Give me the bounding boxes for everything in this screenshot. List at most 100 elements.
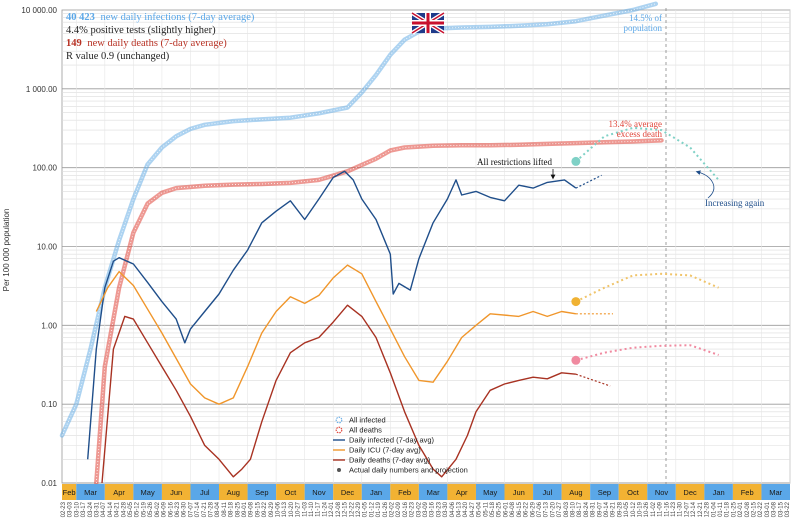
month-cell [732,484,762,500]
date-label: 03-17 [81,501,87,517]
month-cell [447,484,476,500]
month-cell [618,484,648,500]
y-tick-label: 100.00 [33,164,58,173]
date-label: 06-29 [530,501,536,517]
date-label: 04-28 [121,501,127,517]
date-label: 06-22 [524,501,530,517]
date-label: 08-31 [591,501,597,517]
anno-population-2: population [624,23,663,33]
date-label: 08-17 [577,501,583,517]
month-cell [104,484,134,500]
month-cell [133,484,162,500]
date-label: 10-26 [644,501,650,517]
month-bar: Feb Mar Apr May Jun Jul Aug Sep Oct Nov Dec Jan Feb M… [62,484,790,500]
date-label: 12-21 [698,501,704,517]
date-label: 11-30 [678,501,684,517]
month-cell [76,484,105,500]
date-label: 09-29 [269,501,275,517]
y-tick-label: 0.01 [41,479,57,488]
date-label: 03-24 [88,501,94,517]
series-all-infected-dots [61,3,656,436]
date-label: 07-13 [544,501,550,517]
projection-start-dot [571,355,581,365]
anno-increasing: Increasing again [705,198,765,208]
date-label: 10-12 [631,501,637,517]
date-label: 01-12 [369,501,375,517]
date-label: 09-15 [255,501,261,517]
anno-restrictions: All restrictions lifted [477,157,552,167]
date-label: 11-24 [322,501,328,517]
y-tick-label: 10.00 [37,243,58,252]
month-label: Feb [63,488,76,497]
date-label: 09-14 [604,501,610,517]
y-tick-label: 1 000.00 [26,85,58,94]
date-label: 03-15 [778,501,784,517]
date-label: 09-01 [242,501,248,517]
date-label: 04-20 [463,501,469,517]
series-all-deaths-dots [95,140,662,484]
month-cell [390,484,419,500]
date-label: 04-21 [115,501,121,517]
month-label: Apr [456,488,468,497]
date-label: 04-07 [101,501,107,517]
date-label: 02-08 [745,501,751,517]
month-cell [219,484,248,500]
date-label: 11-10 [309,501,315,517]
date-label: 02-09 [396,501,402,517]
month-label: May [141,488,155,497]
info-r-value: R value 0.9 (unchanged) [66,51,170,62]
series-lines [59,1,664,486]
date-label: 07-07 [188,501,194,517]
date-label: 05-25 [497,501,503,517]
month-label: Jan [370,488,382,497]
date-label: 10-05 [624,501,630,517]
projection-curves [571,126,720,365]
month-label: Jan [713,488,725,497]
date-label: 03-23 [436,501,442,517]
month-cell [247,484,277,500]
month-label: Nov [312,488,326,497]
date-label: 08-24 [584,501,590,517]
month-cell [647,484,676,500]
month-label: Apr [113,488,125,497]
date-label: 10-20 [289,501,295,517]
date-label: 11-02 [651,501,657,517]
month-cell [761,484,790,500]
month-cell [62,484,77,500]
date-label: 07-21 [202,501,208,517]
month-label: Mar [427,488,440,497]
date-label: 08-25 [235,501,241,517]
date-label: 06-01 [503,501,509,517]
date-label: 03-22 [785,501,791,517]
month-cell [561,484,591,500]
date-label: 01-04 [711,501,717,517]
month-label: May [483,488,497,497]
date-label: 12-07 [684,501,690,517]
month-label: Jun [170,488,182,497]
date-label: 12-08 [336,501,342,517]
legend-label: Daily infected (7-day avg) [349,436,435,445]
date-label: 11-23 [671,501,677,517]
date-label: 12-29 [356,501,362,517]
anno-excess-2: excess death [617,129,663,139]
date-label: 11-09 [658,501,664,517]
series-daily-deaths [101,304,576,484]
date-label: 03-16 [430,501,436,517]
grid [61,9,791,484]
legend-label: All infected [349,416,386,425]
date-label: 08-10 [571,501,577,517]
date-label: 02-22 [758,501,764,517]
month-label: Jul [200,488,210,497]
date-labels: 02-23 03-03 03-10 03-17 03-24 03-31 04-07 04-14… [61,501,791,517]
month-label: Dec [341,488,355,497]
date-label: 11-16 [664,501,670,517]
projection-start-dot [571,156,581,166]
date-label: 04-13 [457,501,463,517]
y-axis-ticks: 10 000.00 1 000.00 100.00 10.00 1.00 0.10 0.01 [21,6,57,488]
month-label: Oct [285,488,298,497]
date-label: 02-01 [738,501,744,517]
date-label: 12-14 [691,501,697,517]
date-label: 05-19 [141,501,147,517]
